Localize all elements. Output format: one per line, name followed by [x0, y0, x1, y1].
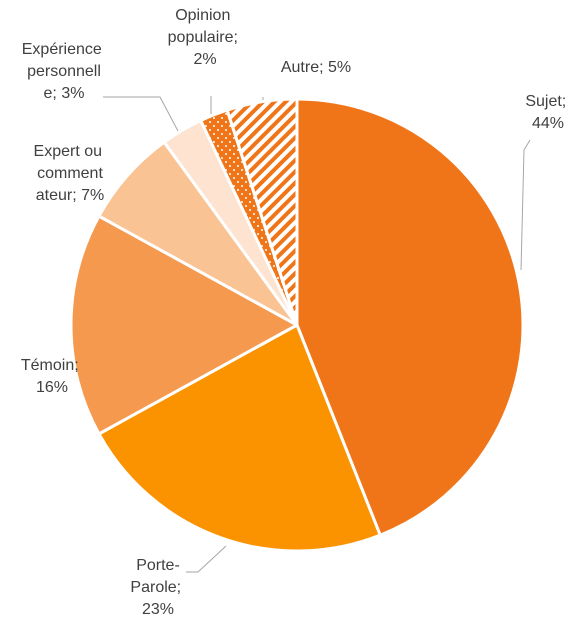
- leader-line: [186, 545, 227, 573]
- pie-slice: [295, 97, 525, 537]
- pie-slice: [225, 97, 299, 327]
- data-label: Autre; 5%: [281, 59, 351, 76]
- labels: Sujet; 44% Porte-Parole; 23% Témoin; 16% Ex…: [21, 7, 571, 618]
- data-label: Sujet; 44%: [525, 93, 570, 132]
- data-label: Témoin; 16%: [21, 357, 83, 396]
- data-label: Opinion populaire; 2%: [168, 7, 243, 68]
- leader-line: [103, 96, 179, 132]
- pie-slice: [97, 323, 382, 553]
- data-label: Porte-Parole; 23%: [130, 557, 185, 618]
- slices: [69, 97, 525, 553]
- data-label: Expérience personnell e; 3%: [22, 41, 107, 102]
- data-label: Expert ou comment ateur; 7%: [34, 143, 107, 204]
- leader-line: [520, 139, 531, 271]
- pie-slice: [69, 214, 299, 436]
